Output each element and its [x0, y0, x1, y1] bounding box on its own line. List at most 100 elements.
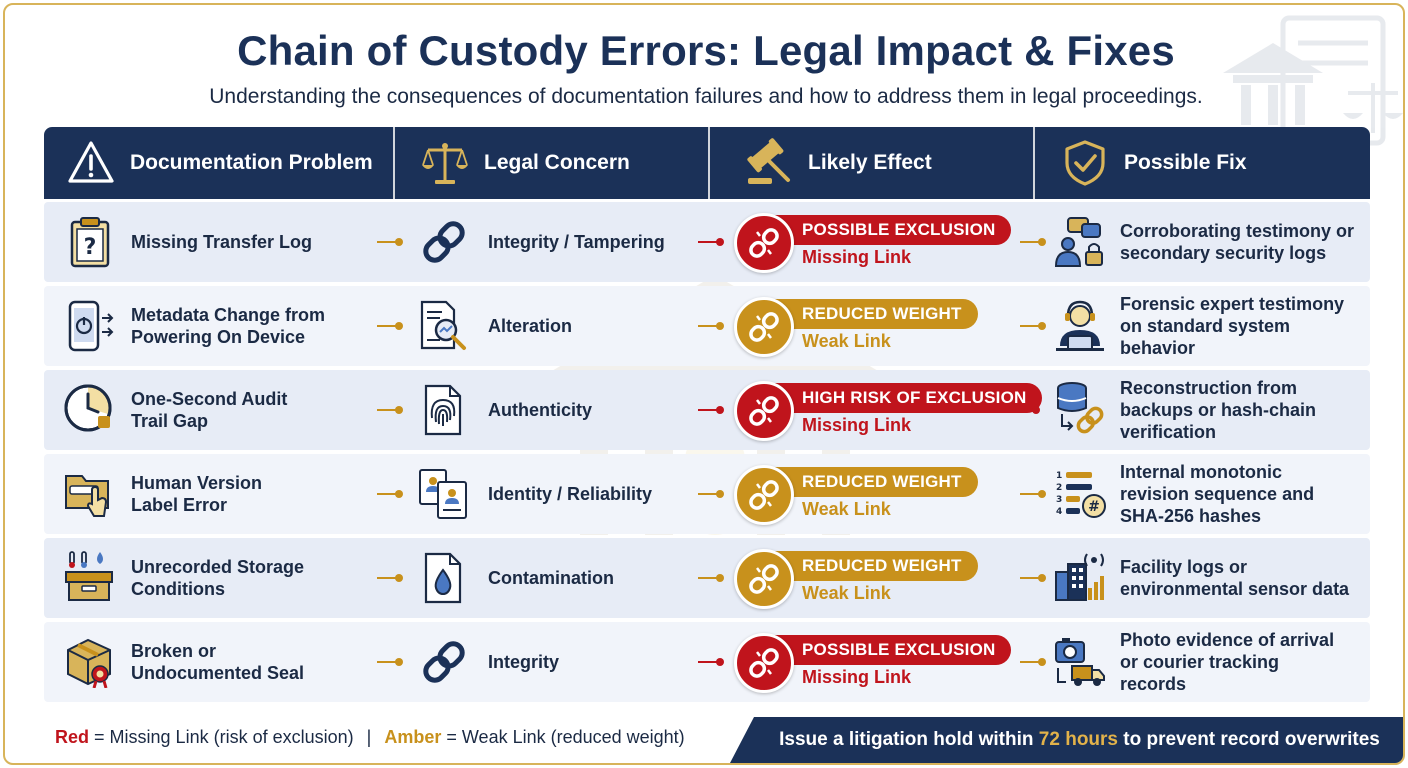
- fix-text: Forensic expert testimony on standard sy…: [1120, 293, 1344, 359]
- fingerprint-document-icon: [424, 384, 462, 436]
- expert-headset-icon: [1056, 300, 1104, 351]
- clipboard-question-icon: ?: [70, 217, 110, 268]
- effect-sub: Weak Link: [802, 583, 891, 603]
- building-sensor-icon: [1055, 553, 1104, 601]
- legend-red-text: = Missing Link (risk of exclusion): [94, 727, 354, 747]
- column-divider: [393, 127, 395, 199]
- broken-link-icon: [734, 465, 794, 525]
- shield-check-icon: [1065, 140, 1105, 186]
- concern-text: Contamination: [488, 568, 614, 588]
- fix-text: Internal monotonic revision sequence and…: [1120, 461, 1314, 527]
- storage-box-thermometer-icon: [65, 551, 113, 601]
- column-header-effect: Likely Effect: [744, 127, 932, 199]
- arrow-right-icon: [698, 322, 724, 330]
- effect-badge: REDUCED WEIGHT Weak Link: [734, 545, 1034, 611]
- problem-text: Human Version Label Error: [131, 472, 262, 516]
- concern-text: Integrity: [488, 652, 560, 672]
- page-subtitle: Understanding the consequences of docume…: [209, 85, 1203, 108]
- arrow-right-icon: [377, 238, 403, 246]
- column-header-label: Legal Concern: [484, 151, 630, 174]
- column-header-fix: Possible Fix: [1060, 127, 1247, 199]
- arrow-right-icon: [698, 406, 724, 414]
- effect-badge: POSSIBLE EXCLUSION Missing Link: [734, 209, 1034, 275]
- chain-link-icon: [423, 641, 465, 683]
- column-header-concern: Legal Concern: [420, 127, 630, 199]
- arrow-right-icon: [1020, 574, 1046, 582]
- problem-text: Missing Transfer Log: [131, 231, 312, 253]
- problem-line: Conditions: [131, 579, 225, 599]
- effect-badge: REDUCED WEIGHT Weak Link: [734, 293, 1034, 359]
- fix-text: Corroborating testimony or secondary sec…: [1120, 220, 1354, 264]
- problem-line: Human Version: [131, 473, 263, 493]
- concern-text: Identity / Reliability: [488, 484, 653, 504]
- table-row: Metadata Change from Powering On Device …: [44, 286, 1370, 366]
- svg-text:3: 3: [1056, 495, 1062, 505]
- problem-text: One-Second Audit Trail Gap: [131, 388, 287, 432]
- svg-text:1: 1: [1056, 471, 1062, 481]
- gavel-icon: [747, 138, 790, 184]
- fix-line: Forensic expert testimony: [1120, 294, 1345, 314]
- column-divider: [708, 127, 710, 199]
- problem-line: Trail Gap: [131, 411, 209, 431]
- problem-line: Undocumented Seal: [131, 663, 305, 683]
- effect-label: REDUCED WEIGHT: [770, 467, 978, 497]
- effect-label: POSSIBLE EXCLUSION: [770, 635, 1012, 665]
- table-row: Broken or Undocumented Seal Integrity: [44, 622, 1370, 702]
- effect-label: REDUCED WEIGHT: [770, 551, 978, 581]
- fix-line: verification: [1120, 422, 1217, 442]
- table-row: Unrecorded Storage Conditions Contaminat…: [44, 538, 1370, 618]
- fix-line: revision sequence and: [1120, 484, 1315, 504]
- fix-line: Internal monotonic: [1120, 462, 1282, 482]
- litigation-hold-callout: Issue a litigation hold within 72 hours …: [730, 717, 1403, 763]
- arrow-right-icon: [377, 322, 403, 330]
- fix-line: environmental sensor data: [1120, 579, 1350, 599]
- effect-sub: Missing Link: [802, 667, 912, 687]
- color-legend: Red = Missing Link (risk of exclusion) |…: [55, 727, 685, 748]
- effect-badge: POSSIBLE EXCLUSION Missing Link: [734, 629, 1034, 695]
- column-header-label: Possible Fix: [1124, 151, 1247, 174]
- phone-power-icon: [68, 300, 114, 352]
- table-row: Human Version Label Error Identity / Rel…: [44, 454, 1370, 534]
- concern-text: Alteration: [488, 316, 573, 336]
- arrow-right-icon: [698, 574, 724, 582]
- effect-label: HIGH RISK OF EXCLUSION: [770, 383, 1043, 413]
- effect-sub: Missing Link: [802, 247, 912, 267]
- legend-separator: |: [366, 727, 372, 747]
- table-header: Documentation Problem Legal Concern: [44, 127, 1370, 199]
- effect-sub: Weak Link: [802, 331, 891, 351]
- column-header-label: Documentation Problem: [130, 151, 373, 174]
- effect-badge: REDUCED WEIGHT Weak Link: [734, 461, 1034, 527]
- scales-of-justice-icon: [422, 143, 468, 184]
- table-row: One-Second Audit Trail Gap Authenticity: [44, 370, 1370, 450]
- concern-text: Authenticity: [488, 400, 593, 420]
- effect-label: REDUCED WEIGHT: [770, 299, 978, 329]
- callout-highlight: 72 hours: [1038, 729, 1118, 750]
- arrow-right-icon: [698, 658, 724, 666]
- fix-line: Photo evidence of arrival: [1120, 630, 1335, 650]
- callout-before: Issue a litigation hold within: [779, 729, 1039, 750]
- arrow-right-icon: [1032, 406, 1040, 414]
- page-title: Chain of Custody Errors: Legal Impact & …: [237, 27, 1175, 74]
- arrow-right-icon: [377, 490, 403, 498]
- problem-line: Unrecorded Storage: [131, 557, 305, 577]
- infographic-frame: Chain of Custody Errors: Legal Impact & …: [3, 3, 1405, 765]
- legend-amber-text: = Weak Link (reduced weight): [446, 727, 685, 747]
- fix-line: Reconstruction from: [1120, 378, 1298, 398]
- column-header-label: Likely Effect: [808, 151, 932, 174]
- problem-text: Metadata Change from Powering On Device: [131, 304, 325, 348]
- problem-line: Metadata Change from: [131, 305, 326, 325]
- fix-line: Corroborating testimony or: [1120, 221, 1355, 241]
- camera-truck-icon: [1055, 638, 1105, 686]
- fix-text: Photo evidence of arrival or courier tra…: [1120, 629, 1334, 695]
- arrow-right-icon: [1020, 490, 1046, 498]
- fix-line: backups or hash-chain: [1120, 400, 1317, 420]
- chain-link-icon: [423, 221, 465, 263]
- arrow-right-icon: [1020, 322, 1046, 330]
- problem-text: Unrecorded Storage Conditions: [131, 556, 304, 600]
- fix-line: Facility logs or: [1120, 557, 1248, 577]
- fix-line: behavior: [1120, 338, 1196, 358]
- fix-text: Reconstruction from backups or hash-chai…: [1120, 377, 1316, 443]
- arrow-right-icon: [377, 658, 403, 666]
- legend-amber-word: Amber: [384, 727, 442, 747]
- legend-red-word: Red: [55, 727, 90, 747]
